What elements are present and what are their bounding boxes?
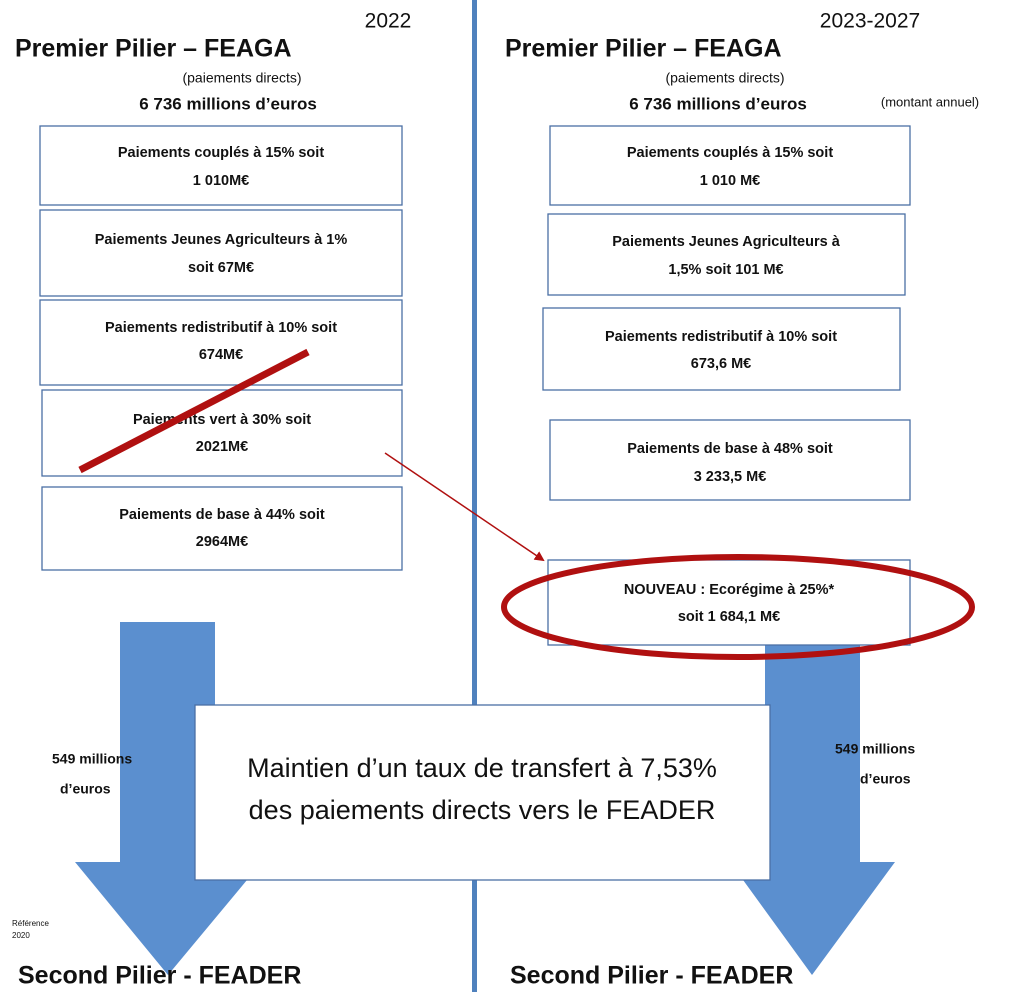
box-text: 1 010M€ <box>193 173 249 189</box>
box-text: Paiements Jeunes Agriculteurs à 1% <box>95 232 348 248</box>
transfer-label: d’euros <box>860 771 911 787</box>
move-arrow <box>384 452 545 562</box>
title: Premier Pilier – FEAGA <box>15 35 292 63</box>
subtitle: (paiements directs) <box>665 70 784 86</box>
box-text: soit 67M€ <box>188 260 254 276</box>
amount: 6 736 millions d’euros <box>139 94 317 113</box>
box <box>542 307 901 391</box>
box-text: Paiements redistributif à 10% soit <box>105 320 337 336</box>
reference: 2020 <box>12 931 30 940</box>
year: 2023-2027 <box>820 10 920 33</box>
highlight <box>501 554 975 660</box>
bottom-title: Second Pilier - FEADER <box>18 962 301 990</box>
box <box>549 125 911 206</box>
box-text: 674M€ <box>199 347 243 363</box>
box-text: NOUVEAU : Ecorégime à 25%* <box>624 582 835 598</box>
box <box>547 559 911 646</box>
box-text: Paiements Jeunes Agriculteurs à <box>612 234 840 250</box>
center-box <box>194 704 771 881</box>
transfer-label: d’euros <box>60 781 111 797</box>
reference: Référence <box>12 919 49 928</box>
box-text: Paiements couplés à 15% soit <box>627 145 833 161</box>
transfer-label: 549 millions <box>835 741 915 757</box>
box <box>41 486 403 571</box>
box-text: 1,5% soit 101 M€ <box>668 262 783 278</box>
center-text: Maintien d’un taux de transfert à 7,53% <box>247 753 717 783</box>
note: (montant annuel) <box>881 94 979 109</box>
box-text: Paiements couplés à 15% soit <box>118 145 324 161</box>
box-text: Paiements de base à 44% soit <box>119 507 325 523</box>
box-text: 673,6 M€ <box>691 356 751 372</box>
bottom-title: Second Pilier - FEADER <box>510 962 793 990</box>
box <box>39 299 403 386</box>
year: 2022 <box>365 10 412 33</box>
box-text: 2021M€ <box>196 439 248 455</box>
box-text: soit 1 684,1 M€ <box>678 609 780 625</box>
transfer-label: 549 millions <box>52 751 132 767</box>
box-text: 1 010 M€ <box>700 173 760 189</box>
amount: 6 736 millions d’euros <box>629 94 807 113</box>
box <box>547 213 906 296</box>
center-text: des paiements directs vers le FEADER <box>249 795 716 825</box>
box <box>549 419 911 501</box>
strike <box>78 348 310 474</box>
subtitle: (paiements directs) <box>182 70 301 86</box>
title: Premier Pilier – FEAGA <box>505 35 782 63</box>
arrow-right <box>730 640 895 975</box>
divider <box>472 0 477 992</box>
box-text: 3 233,5 M€ <box>694 469 767 485</box>
arrow-left <box>75 622 262 975</box>
box-text: 2964M€ <box>196 534 248 550</box>
box <box>39 209 403 297</box>
box-text: Paiements redistributif à 10% soit <box>605 329 837 345</box>
box-text: Paiements de base à 48% soit <box>627 441 833 457</box>
box <box>39 125 403 206</box>
